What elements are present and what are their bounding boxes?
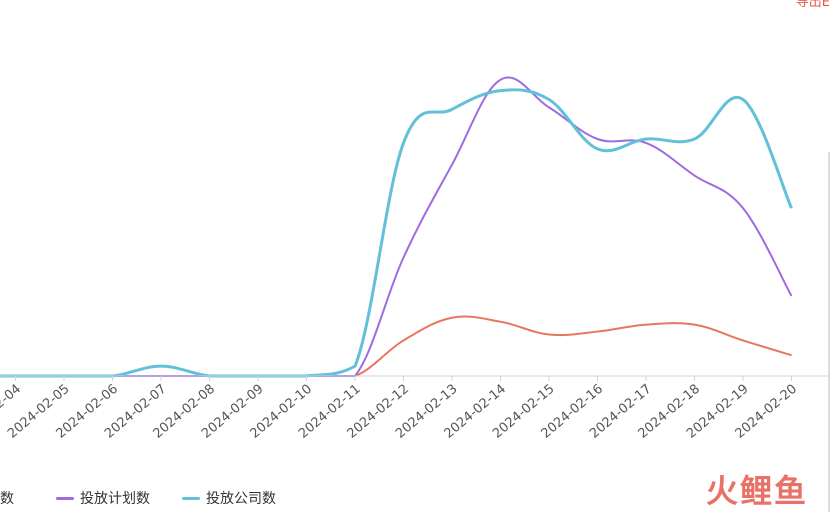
legend-swatch	[56, 496, 74, 500]
legend-item-companies[interactable]: 投放公司数	[182, 488, 276, 508]
series-line-1[interactable]	[0, 315, 792, 377]
legend-swatch	[182, 496, 200, 500]
x-axis-ticks	[15, 376, 792, 381]
chart-legend: 材数 投放计划数 投放公司数	[0, 488, 830, 508]
legend-label: 材数	[0, 491, 14, 507]
watermark-logo: 火鲤鱼	[705, 472, 808, 510]
legend-label: 投放公司数	[206, 491, 276, 507]
series-layer	[0, 76, 793, 378]
legend-item-material[interactable]: 材数	[0, 488, 14, 508]
series-line-2[interactable]	[0, 76, 793, 377]
x-axis-labels: 2024-02-032024-02-042024-02-052024-02-06…	[0, 382, 800, 442]
legend-label: 投放计划数	[80, 491, 150, 507]
export-link[interactable]: 导出E	[795, 0, 830, 10]
series-line-3[interactable]	[0, 88, 793, 378]
scrollbar-handle[interactable]	[828, 152, 830, 512]
legend-item-plans[interactable]: 投放计划数	[56, 488, 150, 508]
